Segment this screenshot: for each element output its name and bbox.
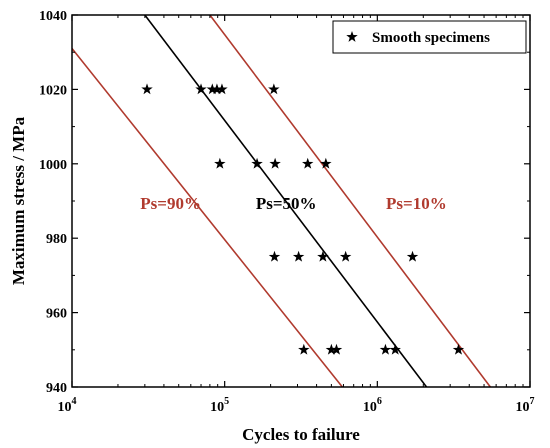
data-point-star bbox=[339, 250, 352, 262]
x-tick-base: 10 bbox=[516, 400, 530, 415]
y-axis-ticks: 940 960 980 1000 1020 1040 bbox=[39, 9, 530, 396]
data-point-star bbox=[141, 83, 153, 95]
x-tick-base: 10 bbox=[58, 400, 72, 415]
y-tick-label: 960 bbox=[46, 307, 67, 322]
legend-star-marker bbox=[346, 31, 358, 42]
curve-label-2: Ps=10% bbox=[386, 194, 447, 213]
x-tick-base: 10 bbox=[363, 400, 377, 415]
data-point-star bbox=[211, 83, 223, 95]
curve-label-0: Ps=90% bbox=[140, 194, 201, 213]
data-point-star bbox=[406, 250, 419, 262]
data-point-star bbox=[268, 250, 281, 262]
data-point-star bbox=[269, 157, 281, 169]
y-tick-label: 1000 bbox=[39, 158, 67, 173]
fit-line-2 bbox=[209, 15, 492, 387]
data-point-star bbox=[268, 83, 280, 95]
data-point-star bbox=[452, 343, 465, 355]
x-tick-label: 104 bbox=[58, 396, 77, 415]
y-tick-label: 1040 bbox=[39, 9, 67, 24]
y-tick-label: 980 bbox=[46, 232, 67, 247]
curve-label-1: Ps=50% bbox=[256, 194, 317, 213]
curve-labels: Ps=90% Ps=50% Ps=10% bbox=[140, 194, 446, 213]
data-point-star bbox=[216, 83, 228, 95]
y-tick-label: 940 bbox=[46, 381, 67, 396]
data-point-star bbox=[251, 157, 263, 169]
x-tick-base: 10 bbox=[210, 400, 224, 415]
data-point-star bbox=[325, 343, 338, 355]
data-point-star bbox=[214, 157, 226, 169]
data-point-star bbox=[389, 343, 401, 355]
data-point-star bbox=[292, 250, 305, 262]
x-tick-exponent: 5 bbox=[224, 396, 229, 407]
x-tick-exponent: 7 bbox=[530, 396, 535, 407]
data-point-star bbox=[195, 83, 207, 95]
x-axis-ticks: 104 105 106 107 bbox=[58, 15, 535, 415]
data-point-star bbox=[379, 343, 392, 355]
fit-line-0 bbox=[72, 47, 343, 387]
data-point-star bbox=[302, 157, 314, 169]
legend-label: Smooth specimens bbox=[372, 30, 490, 46]
data-point-star bbox=[206, 83, 219, 95]
legend-box bbox=[332, 20, 527, 54]
x-tick-label: 106 bbox=[363, 396, 382, 415]
x-axis-label: Cycles to failure bbox=[242, 425, 360, 444]
data-point-star bbox=[298, 343, 310, 355]
x-tick-label: 105 bbox=[210, 396, 229, 415]
y-tick-label: 1020 bbox=[39, 83, 67, 98]
fit-lines bbox=[72, 15, 492, 387]
x-tick-exponent: 4 bbox=[72, 396, 77, 407]
y-axis-label: Maximum stress / MPa bbox=[9, 116, 28, 285]
legend: Smooth specimens bbox=[332, 20, 527, 54]
x-tick-label: 107 bbox=[516, 396, 535, 415]
fit-line-1 bbox=[144, 15, 428, 387]
x-tick-exponent: 6 bbox=[377, 396, 382, 407]
data-points bbox=[141, 83, 465, 355]
data-point-star bbox=[330, 343, 343, 355]
data-point-star bbox=[320, 157, 332, 169]
data-point-star bbox=[317, 250, 329, 262]
